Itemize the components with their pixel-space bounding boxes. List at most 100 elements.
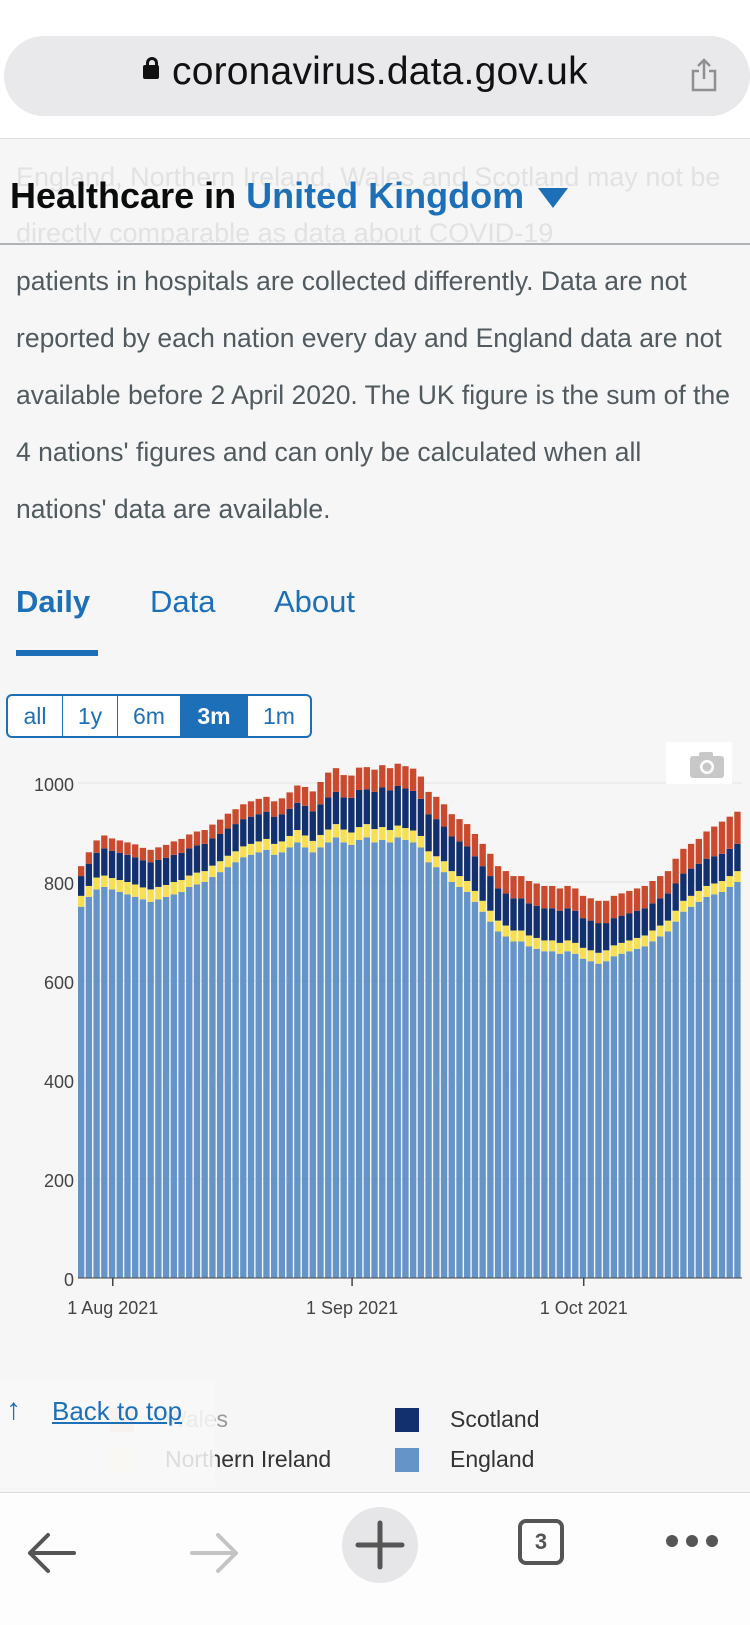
camera-icon[interactable]	[666, 742, 732, 784]
bar-wales	[178, 838, 185, 853]
bar-england	[201, 882, 208, 1278]
bar-england	[672, 921, 679, 1278]
bar-wales	[263, 796, 270, 812]
bar-england	[232, 862, 239, 1278]
bar-wales	[494, 866, 502, 889]
bar-wales	[410, 768, 417, 791]
bar-england	[448, 882, 455, 1278]
bar-northern-ireland	[170, 882, 177, 895]
bar-scotland	[193, 845, 201, 873]
bar-england	[348, 844, 355, 1279]
bar-northern-ireland	[456, 876, 463, 887]
bar-scotland	[657, 898, 664, 926]
bar-northern-ireland	[162, 884, 170, 897]
bar-northern-ireland	[541, 940, 548, 952]
bar-england	[394, 837, 401, 1278]
bar-england	[556, 953, 564, 1278]
bar-wales	[487, 853, 494, 877]
bar-wales	[626, 890, 633, 914]
bar-northern-ireland	[626, 940, 633, 952]
url-text[interactable]: coronavirus.data.gov.uk	[172, 50, 588, 93]
bar-england	[255, 852, 262, 1278]
bar-scotland	[649, 903, 656, 931]
bar-scotland	[325, 797, 332, 830]
bar-northern-ireland	[232, 851, 239, 863]
bar-wales	[232, 809, 239, 825]
bar-wales	[572, 888, 579, 911]
bar-england	[548, 951, 556, 1278]
bar-england	[78, 906, 85, 1278]
bar-wales	[193, 831, 201, 846]
tab-about[interactable]: About	[274, 584, 356, 619]
bar-northern-ireland	[101, 875, 108, 887]
bar-northern-ireland	[93, 877, 100, 890]
bar-england	[433, 867, 440, 1278]
x-tick-label: 1 Sep 2021	[306, 1298, 398, 1318]
bar-scotland	[425, 814, 432, 852]
bar-wales	[101, 835, 108, 849]
range-3m-button[interactable]: 3m	[181, 696, 248, 736]
bar-wales	[170, 841, 177, 855]
forward-arrow-icon[interactable]	[184, 1523, 244, 1583]
bar-scotland	[271, 816, 278, 844]
bar-northern-ireland	[201, 871, 208, 882]
bar-wales	[116, 840, 123, 853]
bar-scotland	[525, 903, 533, 936]
bar-wales	[294, 785, 301, 803]
bar-scotland	[340, 797, 347, 830]
more-menu-icon[interactable]	[662, 1529, 722, 1553]
range-6m-button[interactable]: 6m	[118, 696, 181, 736]
address-bar[interactable]	[4, 36, 750, 116]
bar-wales	[186, 834, 193, 849]
bar-scotland	[394, 785, 401, 826]
bar-scotland	[448, 836, 455, 872]
bar-scotland	[201, 843, 208, 872]
dropdown-triangle-icon[interactable]	[538, 188, 569, 209]
bar-england	[595, 963, 602, 1278]
bar-scotland	[687, 868, 695, 896]
new-tab-plus-icon[interactable]	[338, 1503, 422, 1587]
range-1y-button[interactable]: 1y	[63, 696, 118, 736]
bar-scotland	[379, 787, 386, 828]
range-all-button[interactable]: all	[8, 696, 63, 736]
bar-scotland	[139, 860, 147, 888]
bar-england	[178, 891, 185, 1278]
area-selector[interactable]: United Kingdom	[246, 175, 569, 216]
back-to-top-link[interactable]: ↑ Back to top	[0, 1379, 215, 1487]
bar-scotland	[232, 824, 239, 852]
tab-daily[interactable]: Daily	[16, 584, 91, 619]
range-1m-button[interactable]: 1m	[263, 703, 295, 729]
legend-label-england[interactable]: England	[450, 1446, 535, 1472]
bar-northern-ireland	[572, 942, 579, 954]
bar-scotland	[263, 811, 270, 839]
bar-england	[101, 886, 108, 1278]
tabs-count-button[interactable]: 3	[518, 1519, 564, 1565]
bar-england	[170, 894, 177, 1279]
bar-england	[410, 842, 417, 1278]
bar-northern-ireland	[410, 830, 417, 843]
bar-wales	[579, 895, 587, 919]
back-arrow-icon[interactable]	[22, 1523, 82, 1583]
bar-england	[278, 852, 286, 1278]
bar-northern-ireland	[734, 871, 741, 882]
bar-northern-ireland	[394, 825, 401, 838]
bar-northern-ireland	[587, 950, 594, 962]
bar-northern-ireland	[711, 883, 718, 895]
bar-scotland	[626, 913, 633, 941]
description-paragraph: patients in hospitals are collected diff…	[16, 266, 730, 524]
bar-scotland	[124, 854, 131, 882]
share-icon[interactable]	[690, 58, 718, 92]
tab-data[interactable]: Data	[150, 584, 216, 619]
legend-swatch-england	[395, 1448, 419, 1472]
area-selector-label[interactable]: United Kingdom	[246, 175, 525, 216]
bar-scotland	[726, 848, 733, 877]
bar-wales	[695, 838, 702, 864]
bar-scotland	[711, 856, 718, 884]
bar-england	[294, 842, 301, 1278]
back-to-top-label[interactable]: Back to top	[52, 1396, 183, 1426]
bar-wales	[209, 824, 216, 839]
bar-england	[525, 946, 533, 1278]
bar-england	[85, 896, 93, 1278]
bar-scotland	[548, 908, 556, 941]
legend-label-scotland[interactable]: Scotland	[450, 1406, 540, 1432]
